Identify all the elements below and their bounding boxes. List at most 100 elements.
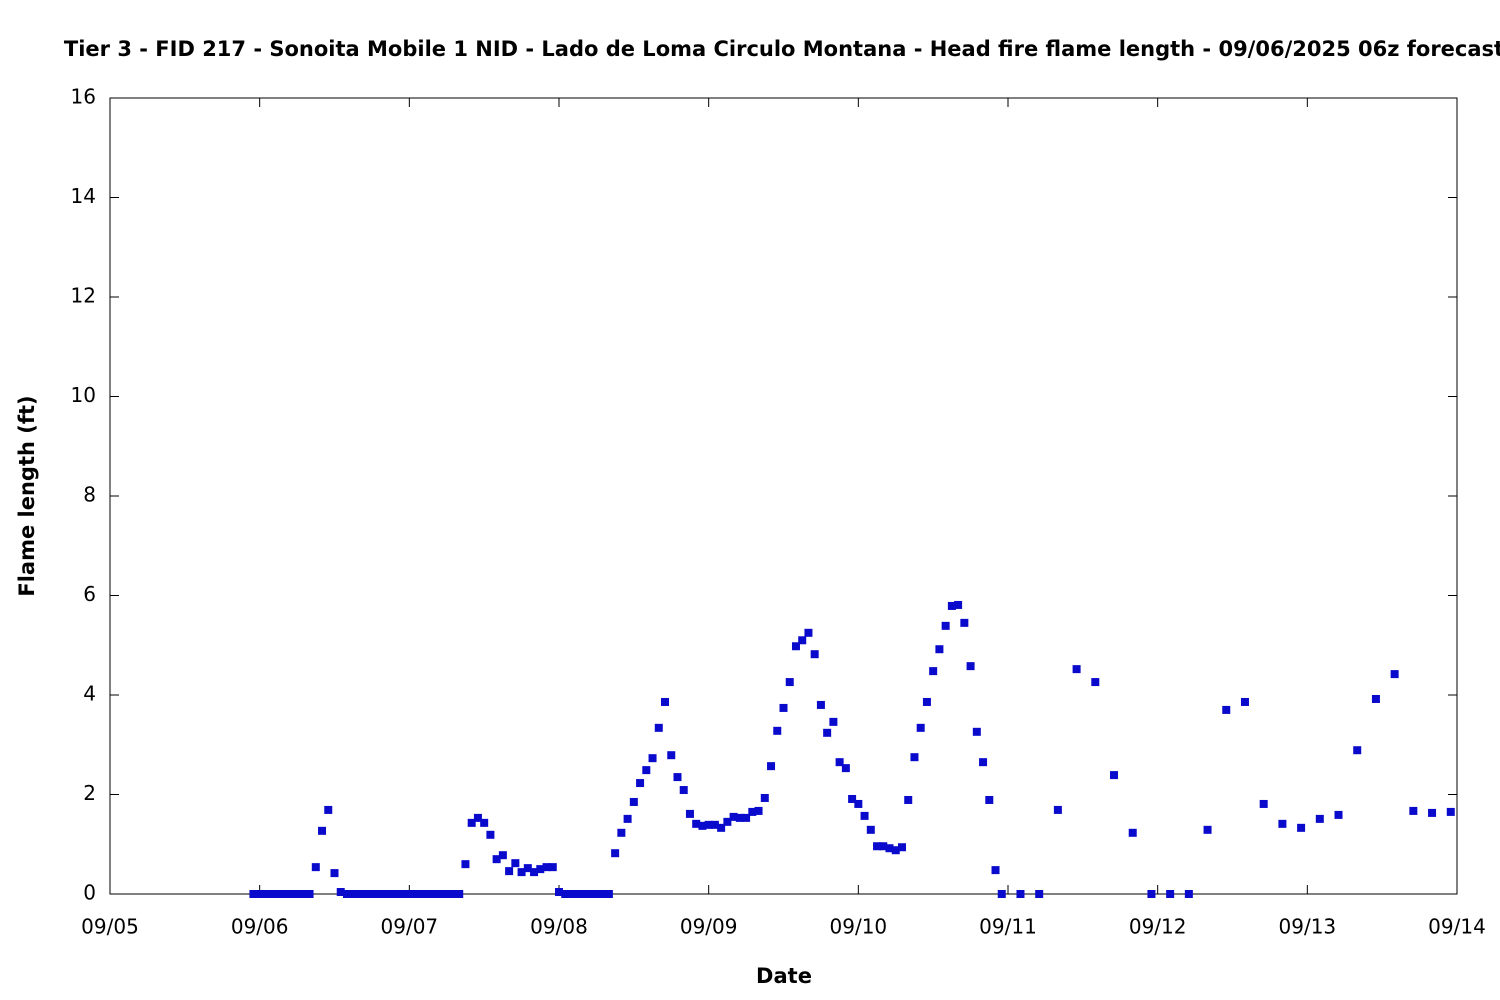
point	[505, 867, 514, 876]
point	[829, 717, 838, 726]
point	[673, 773, 682, 782]
point	[773, 726, 782, 735]
point	[1184, 890, 1193, 898]
point	[729, 812, 738, 821]
point	[885, 844, 894, 853]
point	[1035, 890, 1044, 898]
point	[742, 813, 751, 822]
point	[586, 890, 595, 898]
point	[935, 645, 944, 654]
point	[648, 754, 657, 763]
point	[1128, 828, 1137, 837]
point	[611, 849, 620, 858]
point	[1390, 670, 1399, 679]
point	[997, 890, 1006, 898]
point	[717, 823, 726, 832]
point	[367, 890, 376, 898]
point	[723, 817, 732, 826]
point	[1240, 697, 1249, 706]
point	[511, 859, 520, 868]
point	[760, 793, 769, 802]
point	[947, 601, 956, 610]
point	[1259, 799, 1268, 808]
y-axis-label: Flame length (ft)	[15, 395, 39, 596]
x-tick-label: 09/08	[530, 915, 588, 939]
point	[873, 842, 882, 851]
point	[897, 843, 906, 852]
y-tick-label: 12	[71, 284, 96, 308]
point	[860, 811, 869, 820]
point	[386, 890, 395, 898]
x-tick-label: 09/05	[81, 915, 139, 939]
point	[411, 890, 420, 898]
x-tick-label: 09/07	[381, 915, 439, 939]
point	[954, 600, 963, 609]
point	[1278, 819, 1287, 828]
y-tick-label: 10	[71, 383, 96, 407]
point	[492, 855, 501, 864]
x-tick-label: 09/11	[979, 915, 1037, 939]
y-tick-label: 4	[83, 682, 96, 706]
point	[1334, 810, 1343, 819]
point	[1371, 694, 1380, 703]
point	[685, 809, 694, 818]
point	[791, 642, 800, 651]
point	[399, 890, 408, 898]
point	[286, 890, 295, 898]
point	[767, 762, 776, 771]
point	[636, 779, 645, 788]
point	[848, 794, 857, 803]
point	[1222, 705, 1231, 714]
point	[280, 890, 289, 898]
point	[430, 890, 439, 898]
point	[336, 888, 345, 897]
point	[623, 814, 632, 823]
chart-title: Tier 3 - FID 217 - Sonoita Mobile 1 NID …	[64, 37, 1500, 61]
point	[1147, 890, 1156, 898]
point	[922, 697, 931, 706]
point	[355, 890, 364, 898]
point	[567, 890, 576, 898]
point	[916, 723, 925, 732]
point	[542, 863, 551, 872]
point	[941, 621, 950, 630]
point	[255, 890, 264, 898]
point	[392, 890, 401, 898]
point	[530, 868, 539, 877]
point	[1409, 806, 1418, 815]
point	[879, 842, 888, 851]
point	[299, 890, 308, 898]
x-tick-label: 09/14	[1428, 915, 1486, 939]
point	[249, 890, 258, 898]
point	[667, 751, 676, 760]
point	[361, 890, 370, 898]
point	[735, 813, 744, 822]
y-tick-label: 14	[71, 184, 96, 208]
point	[654, 723, 663, 732]
point	[816, 700, 825, 709]
point	[448, 890, 457, 898]
y-tick-label: 2	[83, 781, 96, 805]
x-axis-label: Date	[756, 964, 812, 988]
x-tick-label: 09/13	[1279, 915, 1337, 939]
point	[972, 727, 981, 736]
y-tick-label: 6	[83, 582, 96, 606]
point	[342, 890, 351, 898]
point	[679, 786, 688, 795]
point	[854, 799, 863, 808]
point	[866, 825, 875, 834]
point	[1446, 807, 1455, 816]
point	[424, 890, 433, 898]
point	[710, 820, 719, 829]
point	[1110, 771, 1119, 780]
point	[823, 728, 832, 737]
point	[1053, 805, 1062, 814]
point	[617, 828, 626, 837]
point	[1091, 678, 1100, 687]
point	[804, 628, 813, 637]
point	[455, 890, 464, 898]
point	[748, 807, 757, 816]
point	[985, 795, 994, 804]
point	[318, 826, 327, 835]
